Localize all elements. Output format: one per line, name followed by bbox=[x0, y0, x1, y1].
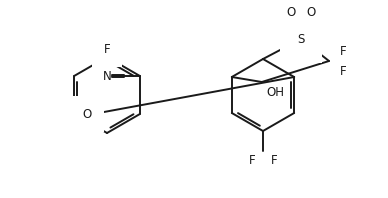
Text: S: S bbox=[332, 61, 333, 62]
Text: F: F bbox=[340, 45, 346, 57]
Text: F: F bbox=[104, 43, 110, 55]
Text: O: O bbox=[307, 6, 315, 18]
Text: O: O bbox=[83, 108, 92, 121]
Text: F: F bbox=[340, 65, 346, 77]
Text: S: S bbox=[297, 32, 305, 46]
Text: OH: OH bbox=[267, 86, 285, 98]
Text: F: F bbox=[249, 153, 255, 167]
Text: N: N bbox=[102, 69, 111, 83]
Text: F: F bbox=[271, 153, 277, 167]
Text: O: O bbox=[286, 6, 296, 18]
